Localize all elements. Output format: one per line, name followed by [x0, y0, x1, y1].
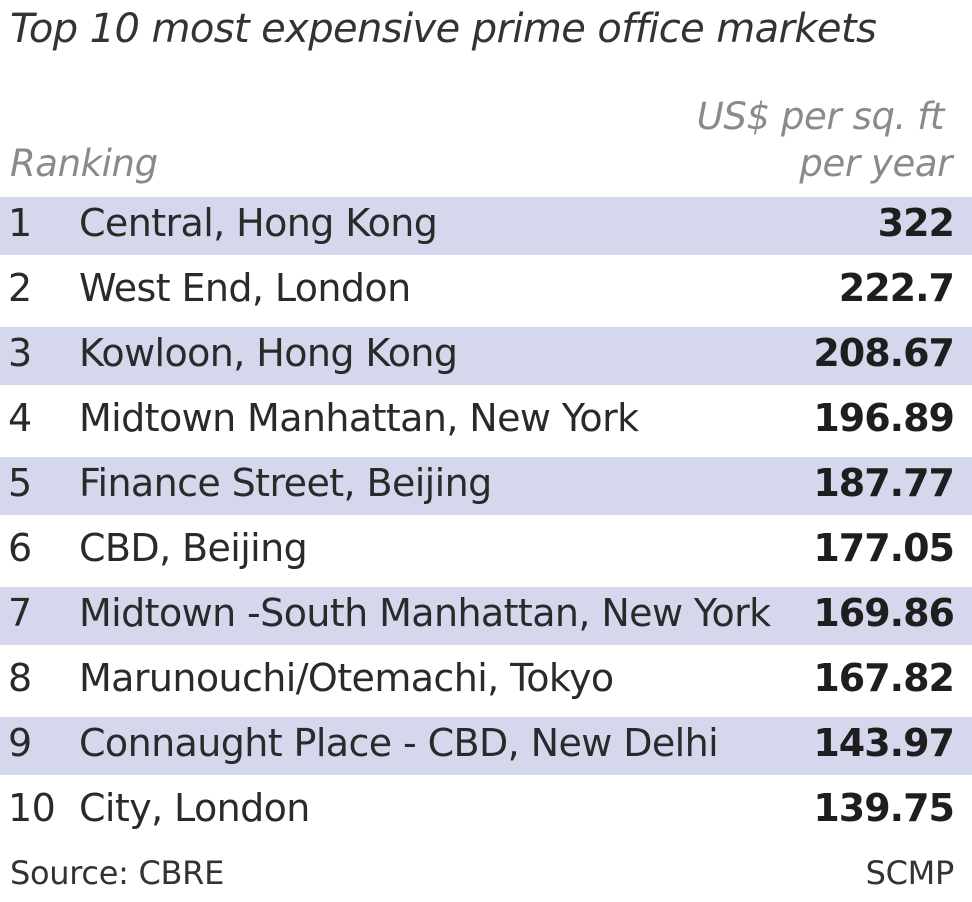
rank-number: 6 [8, 526, 32, 570]
rent-value: 143.97 [813, 721, 955, 765]
market-name: Finance Street, Beijing [79, 461, 492, 505]
rank-number: 4 [8, 396, 32, 440]
market-name: Marunouchi/Otemachi, Tokyo [79, 656, 614, 700]
rank-number: 9 [8, 721, 32, 765]
rank-number: 1 [8, 201, 32, 245]
value-unit-label-line2: per year [799, 142, 952, 185]
rank-number: 8 [8, 656, 32, 700]
table-row: 5 Finance Street, Beijing 187.77 [0, 457, 972, 515]
rank-number: 7 [8, 591, 32, 635]
rent-value: 167.82 [813, 656, 955, 700]
rent-value: 196.89 [813, 396, 955, 440]
value-unit-label-line1: US$ per sq. ft [696, 95, 945, 138]
rank-number: 10 [8, 786, 56, 830]
market-name: Midtown -South Manhattan, New York [79, 591, 771, 635]
table-row: 10 City, London 139.75 [0, 782, 972, 840]
table-row: 6 CBD, Beijing 177.05 [0, 522, 972, 580]
market-name: Central, Hong Kong [79, 201, 438, 245]
table-row: 8 Marunouchi/Otemachi, Tokyo 167.82 [0, 652, 972, 710]
table-row: 4 Midtown Manhattan, New York 196.89 [0, 392, 972, 450]
market-name: Connaught Place - CBD, New Delhi [79, 721, 719, 765]
market-name: Kowloon, Hong Kong [79, 331, 458, 375]
ranking-column-header: Ranking [10, 142, 158, 185]
table-row: 3 Kowloon, Hong Kong 208.67 [0, 327, 972, 385]
publisher-credit: SCMP [865, 854, 955, 892]
source-note: Source: CBRE [10, 854, 225, 892]
chart-title: Top 10 most expensive prime office marke… [10, 6, 877, 52]
table-row: 9 Connaught Place - CBD, New Delhi 143.97 [0, 717, 972, 775]
table-row: 7 Midtown -South Manhattan, New York 169.8… [0, 587, 972, 645]
market-name: CBD, Beijing [79, 526, 308, 570]
rank-number: 5 [8, 461, 32, 505]
rank-number: 2 [8, 266, 32, 310]
table-row: 2 West End, London 222.7 [0, 262, 972, 320]
market-name: West End, London [79, 266, 411, 310]
rent-value: 187.77 [813, 461, 955, 505]
table-row: 1 Central, Hong Kong 322 [0, 197, 972, 255]
ranking-table: 1 Central, Hong Kong 322 2 West End, London 2… [0, 197, 972, 847]
rank-number: 3 [8, 331, 32, 375]
rent-value: 208.67 [813, 331, 955, 375]
rent-value: 177.05 [813, 526, 955, 570]
market-name: Midtown Manhattan, New York [79, 396, 639, 440]
rent-value: 139.75 [813, 786, 955, 830]
rent-value: 322 [877, 201, 955, 245]
rent-value: 222.7 [838, 266, 955, 310]
rent-value: 169.86 [813, 591, 955, 635]
market-name: City, London [79, 786, 310, 830]
